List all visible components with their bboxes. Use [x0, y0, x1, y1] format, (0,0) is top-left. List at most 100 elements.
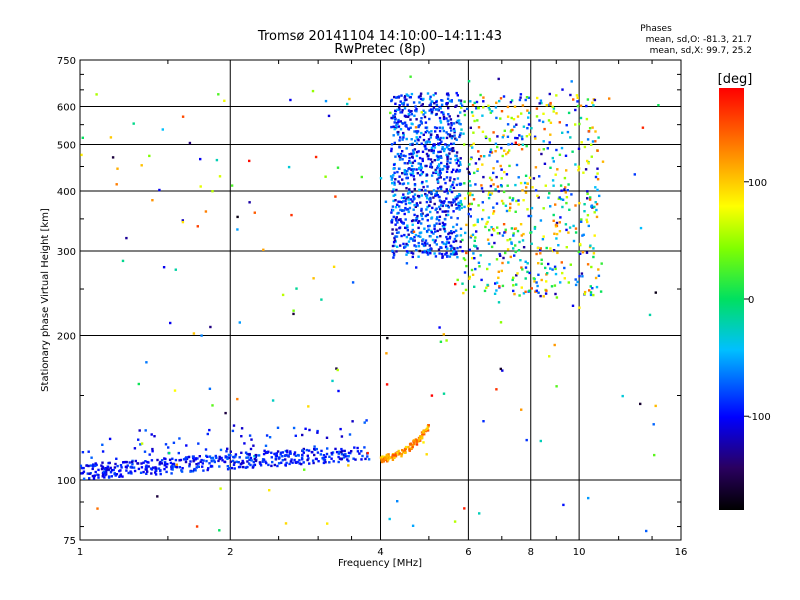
- data-point: [398, 205, 401, 208]
- data-point: [451, 201, 454, 204]
- data-point: [308, 462, 311, 465]
- data-point: [565, 169, 568, 172]
- data-point: [553, 343, 556, 347]
- data-point: [87, 450, 90, 453]
- data-point: [446, 247, 449, 250]
- data-point: [443, 225, 446, 228]
- data-point: [567, 111, 571, 115]
- data-point: [551, 156, 554, 160]
- data-point: [448, 99, 451, 103]
- data-point: [515, 123, 518, 126]
- data-point: [521, 143, 525, 146]
- data-point: [284, 458, 287, 461]
- data-point: [590, 155, 593, 158]
- data-point: [409, 118, 412, 121]
- data-point: [572, 98, 575, 101]
- data-point: [596, 188, 599, 192]
- data-point: [398, 158, 402, 161]
- data-point: [528, 176, 532, 179]
- data-point: [436, 216, 439, 219]
- data-point: [158, 462, 162, 465]
- data-point: [208, 387, 212, 390]
- data-point: [560, 146, 564, 150]
- data-point: [415, 154, 419, 158]
- data-point: [407, 94, 410, 97]
- data-point: [279, 451, 283, 454]
- data-point: [435, 217, 438, 221]
- data-point: [585, 251, 589, 254]
- data-point: [344, 453, 347, 456]
- data-point: [429, 248, 432, 251]
- data-point: [520, 286, 523, 289]
- data-point: [227, 453, 231, 457]
- data-point: [484, 225, 487, 229]
- data-point: [430, 110, 434, 114]
- data-point: [381, 459, 384, 462]
- data-point: [101, 473, 105, 476]
- data-point: [402, 154, 405, 157]
- data-point: [444, 204, 448, 207]
- data-point: [471, 257, 474, 260]
- data-point: [495, 116, 498, 120]
- data-point: [434, 255, 438, 258]
- data-point: [555, 112, 558, 115]
- data-point: [411, 155, 414, 158]
- data-point: [409, 201, 412, 205]
- data-point: [248, 458, 251, 462]
- data-point: [413, 236, 416, 239]
- data-point: [250, 459, 253, 462]
- data-point: [436, 108, 439, 111]
- data-point: [226, 468, 230, 471]
- data-point: [552, 213, 555, 217]
- data-point: [210, 464, 213, 468]
- data-point: [513, 292, 516, 296]
- data-point: [477, 261, 481, 264]
- data-point: [215, 158, 219, 162]
- data-point: [505, 209, 509, 213]
- data-point: [456, 217, 459, 220]
- data-point: [325, 436, 329, 439]
- data-point: [438, 171, 442, 174]
- data-point: [404, 199, 407, 203]
- data-point: [381, 460, 384, 464]
- data-point: [441, 221, 445, 225]
- data-point: [119, 473, 123, 476]
- data-point: [563, 188, 566, 191]
- data-point: [439, 150, 442, 153]
- data-point: [96, 507, 99, 510]
- data-point: [454, 105, 457, 108]
- data-point: [103, 471, 107, 474]
- data-point: [456, 114, 460, 118]
- data-point: [403, 233, 406, 237]
- data-point: [402, 131, 405, 135]
- data-point: [301, 433, 304, 437]
- data-point: [217, 93, 220, 96]
- y-tick-label: 750: [57, 56, 76, 67]
- data-point: [416, 204, 419, 207]
- data-point: [427, 149, 431, 152]
- data-point: [526, 270, 529, 274]
- data-point: [248, 434, 252, 437]
- data-point: [488, 139, 492, 142]
- data-point: [396, 122, 399, 125]
- data-point: [535, 281, 538, 284]
- data-point: [95, 93, 98, 96]
- data-point: [423, 115, 427, 119]
- data-point: [448, 179, 452, 182]
- data-point: [600, 262, 603, 265]
- data-point: [392, 163, 396, 166]
- data-point: [454, 203, 458, 206]
- data-point: [226, 456, 229, 459]
- data-point: [482, 190, 485, 193]
- data-point: [393, 239, 397, 242]
- data-point: [417, 162, 420, 165]
- data-point: [536, 246, 540, 250]
- data-point: [424, 111, 427, 114]
- data-point: [206, 455, 209, 458]
- data-point: [435, 170, 438, 174]
- data-point: [498, 285, 501, 288]
- data-point: [324, 175, 327, 178]
- data-point: [524, 277, 527, 280]
- data-point: [461, 250, 464, 253]
- data-point: [514, 136, 517, 140]
